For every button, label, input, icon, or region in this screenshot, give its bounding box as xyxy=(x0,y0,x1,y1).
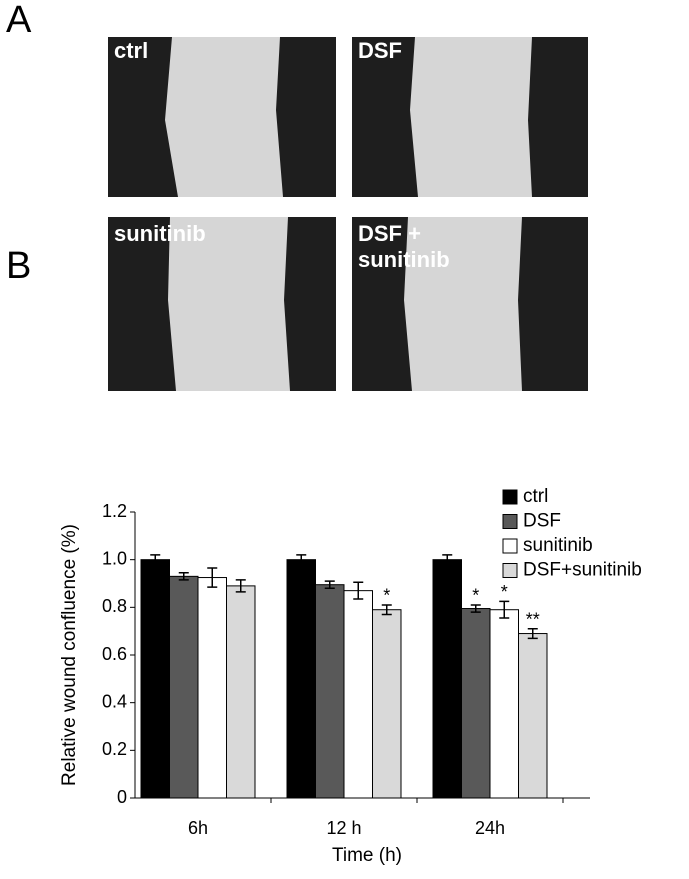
significance-label: * xyxy=(383,586,390,606)
y-tick-label: 0 xyxy=(117,787,127,807)
legend-label: DSF+sunitinib xyxy=(523,560,642,581)
bar xyxy=(197,577,227,799)
error-bar xyxy=(178,572,189,581)
x-axis-title: Time (h) xyxy=(332,845,402,866)
y-tick-label: 1.2 xyxy=(102,501,127,521)
legend-label: ctrl xyxy=(523,486,548,507)
y-tick-label: 0.6 xyxy=(102,644,127,664)
x-tick-label: 24h xyxy=(475,818,505,838)
legend-label: sunitinib xyxy=(523,535,593,556)
micrograph: DSF xyxy=(352,37,588,197)
bar xyxy=(372,609,402,799)
image-label: ctrl xyxy=(114,38,148,63)
error-bar xyxy=(499,600,510,619)
error-bar xyxy=(470,604,481,613)
micrograph: sunitinib xyxy=(108,217,336,391)
x-tick-label: 12 h xyxy=(326,818,361,838)
bar xyxy=(489,609,519,799)
image-label: DSF + xyxy=(358,221,421,246)
micrograph: ctrl xyxy=(108,37,336,197)
image-label: DSF xyxy=(358,38,402,63)
error-bar xyxy=(150,554,161,566)
panel-label: A xyxy=(6,0,32,41)
legend-swatch xyxy=(502,563,518,578)
y-tick-label: 0.4 xyxy=(102,691,127,711)
bar xyxy=(169,575,199,799)
y-tick-label: 0.2 xyxy=(102,739,127,759)
image-label: sunitinib xyxy=(358,247,450,272)
error-bar xyxy=(296,554,307,566)
panel-label: B xyxy=(6,245,31,287)
significance-label: ** xyxy=(526,610,540,630)
bar xyxy=(518,633,548,799)
legend-swatch xyxy=(502,538,518,554)
chart: Time (h) Relative wound confluence (%) 0… xyxy=(59,486,642,866)
bar xyxy=(226,585,256,799)
significance-label: * xyxy=(501,582,508,602)
error-bar xyxy=(442,554,453,566)
bar xyxy=(315,584,345,799)
bar xyxy=(432,559,462,799)
error-bar xyxy=(207,567,218,588)
error-bar xyxy=(527,628,538,640)
significance-label: * xyxy=(472,586,479,606)
bar xyxy=(140,559,170,799)
error-bar xyxy=(353,581,364,600)
error-bar xyxy=(381,604,392,616)
error-bar xyxy=(324,580,335,590)
image-label: sunitinib xyxy=(114,221,206,246)
micrograph: DSF + sunitinib xyxy=(352,217,588,391)
bar xyxy=(461,608,491,799)
y-axis-title: Relative wound confluence (%) xyxy=(59,524,80,786)
bar xyxy=(343,590,373,799)
y-tick-label: 0.8 xyxy=(102,596,127,616)
legend-swatch xyxy=(502,514,518,529)
x-tick-label: 6h xyxy=(188,818,208,838)
legend-swatch xyxy=(502,489,518,505)
y-tick-label: 1.0 xyxy=(102,548,127,568)
legend-label: DSF xyxy=(523,511,561,532)
error-bar xyxy=(235,579,246,593)
bar xyxy=(286,559,316,799)
